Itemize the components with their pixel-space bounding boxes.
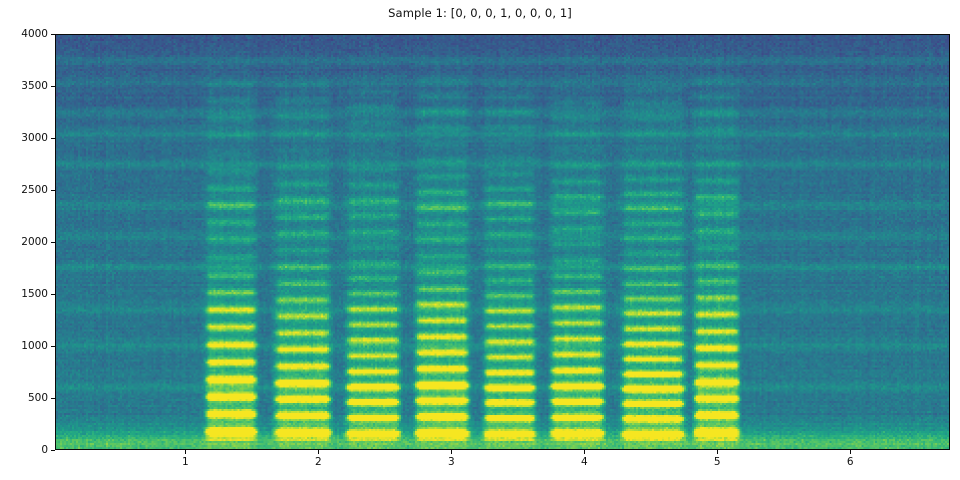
y-tick-label: 1000 (21, 340, 48, 352)
y-tick-label: 500 (27, 392, 48, 404)
y-tick-label: 0 (41, 444, 48, 456)
y-tick-mark (51, 189, 55, 191)
y-tick-mark (51, 345, 55, 347)
figure-title: Sample 1: [0, 0, 0, 1, 0, 0, 0, 1] (388, 6, 572, 20)
x-tick-mark (184, 450, 186, 454)
x-tick-mark (583, 450, 585, 454)
y-tick-label: 4000 (21, 28, 48, 40)
y-tick-mark (51, 33, 55, 35)
x-tick-mark (450, 450, 452, 454)
x-tick-mark (849, 450, 851, 454)
y-tick-mark (51, 449, 55, 451)
y-tick-mark (51, 137, 55, 139)
x-tick-label: 5 (713, 456, 721, 468)
x-tick-label: 3 (447, 456, 455, 468)
x-tick-label: 2 (314, 456, 322, 468)
x-tick-mark (716, 450, 718, 454)
x-tick-mark (317, 450, 319, 454)
y-tick-mark (51, 85, 55, 87)
y-tick-mark (51, 397, 55, 399)
y-tick-label: 2500 (21, 184, 48, 196)
y-tick-mark (51, 241, 55, 243)
x-tick-label: 4 (580, 456, 588, 468)
x-tick-label: 6 (846, 456, 854, 468)
y-tick-label: 3500 (21, 80, 48, 92)
y-tick-mark (51, 293, 55, 295)
x-tick-label: 1 (181, 456, 189, 468)
y-tick-label: 3000 (21, 132, 48, 144)
spectrogram-axes (55, 34, 950, 450)
spectrogram-image (56, 35, 949, 449)
y-tick-label: 2000 (21, 236, 48, 248)
y-tick-label: 1500 (21, 288, 48, 300)
